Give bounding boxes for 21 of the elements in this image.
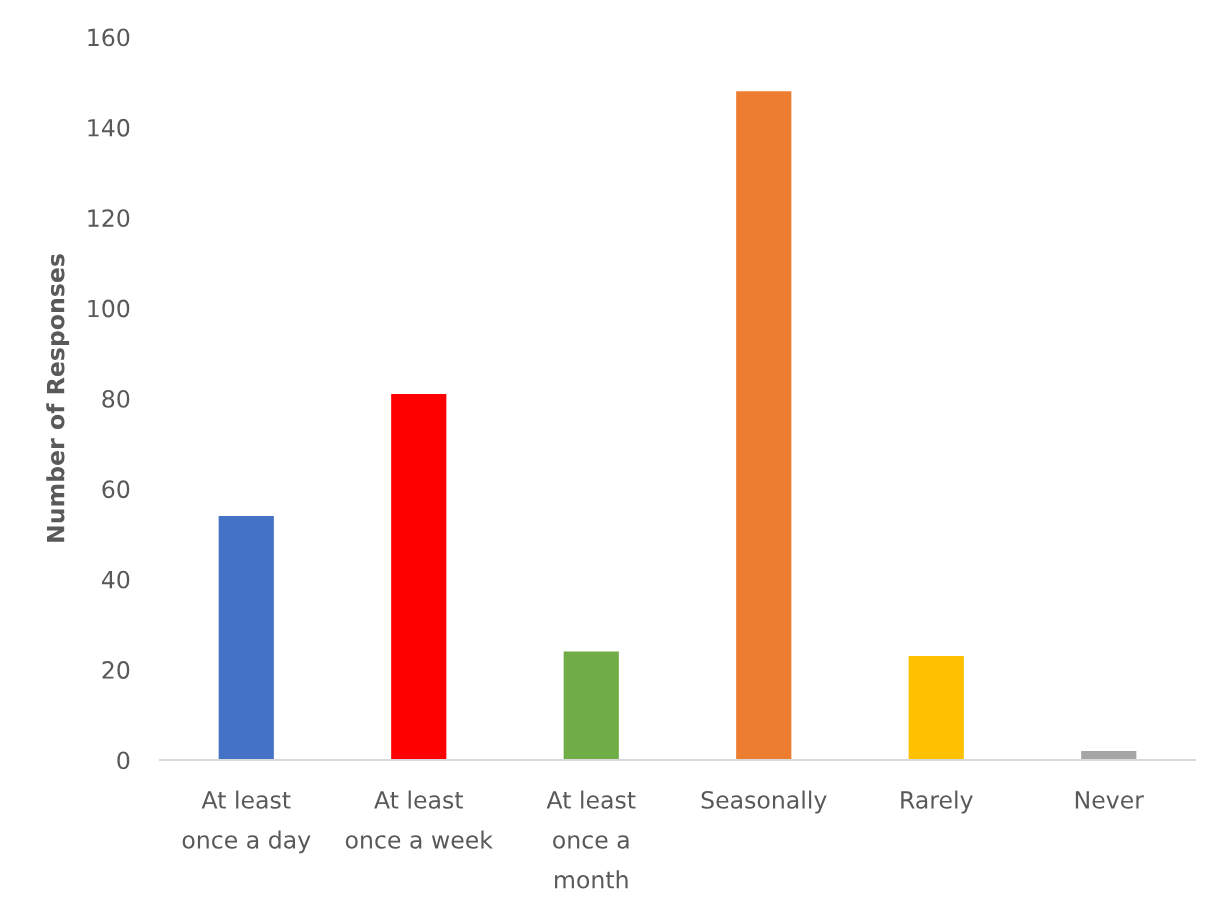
y-tick-label: 40 xyxy=(101,570,130,589)
bar xyxy=(391,393,447,760)
y-tick-label: 80 xyxy=(102,389,130,408)
y-tick-label: 100 xyxy=(88,299,130,318)
y-tick-label: 140 xyxy=(88,118,130,137)
y-tick-label: 20 xyxy=(102,661,130,679)
bar xyxy=(218,515,274,760)
y-axis-title: Number of Responses xyxy=(46,254,70,542)
x-tick-label: At least once a month xyxy=(546,790,636,889)
bar xyxy=(908,656,964,760)
y-tick-label: 120 xyxy=(88,209,130,228)
x-tick-label: Rarely xyxy=(901,790,973,814)
bar xyxy=(736,91,792,760)
y-tick-label: 0 xyxy=(117,751,130,770)
x-tick-label: At least once a week xyxy=(345,790,493,849)
x-tick-label: At least once a day xyxy=(182,790,311,854)
y-tick-label: 160 xyxy=(88,28,130,47)
y-tick-label: 60 xyxy=(102,480,130,499)
x-tick-label: Never xyxy=(1075,791,1144,809)
x-tick-label: Seasonally xyxy=(701,790,827,814)
bar xyxy=(563,651,619,760)
